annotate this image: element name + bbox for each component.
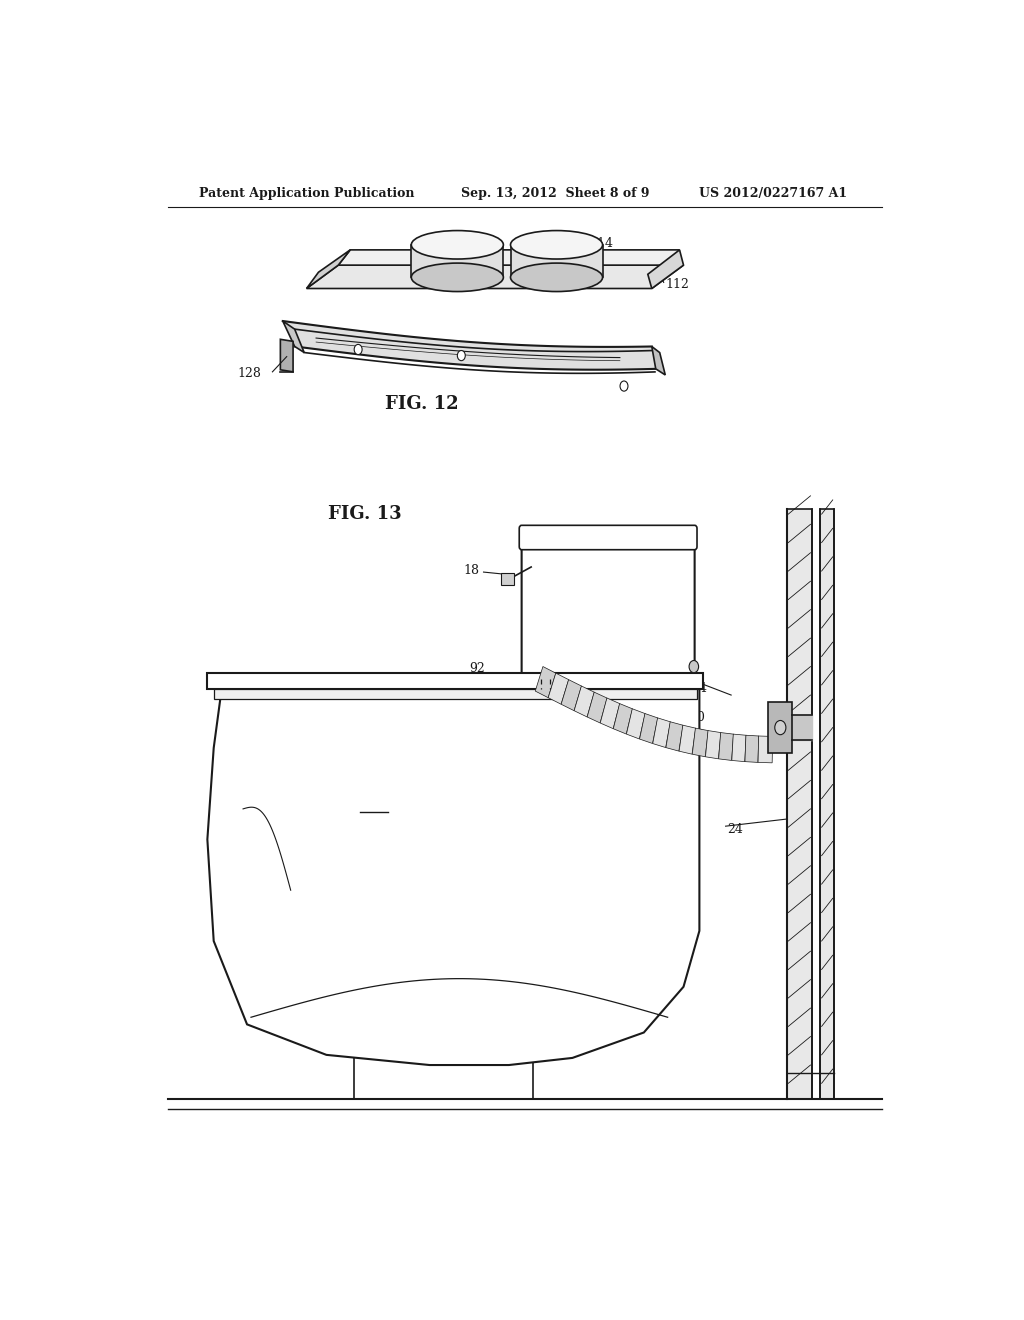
Text: US 2012/0227167 A1: US 2012/0227167 A1 [699,187,848,201]
Bar [786,510,812,1098]
Polygon shape [648,249,684,289]
Text: 152: 152 [682,729,706,742]
Polygon shape [281,339,293,372]
Polygon shape [758,737,773,763]
Polygon shape [306,249,350,289]
Ellipse shape [412,231,504,259]
Polygon shape [745,735,759,763]
Text: 150: 150 [682,711,706,723]
Circle shape [354,345,362,355]
Polygon shape [548,673,568,705]
Text: 144: 144 [684,682,708,696]
Text: 18: 18 [464,564,479,577]
Polygon shape [627,709,645,739]
Polygon shape [536,667,556,698]
Bar [207,673,703,689]
Text: 99: 99 [627,672,642,685]
Circle shape [689,660,698,673]
Text: 12: 12 [274,841,291,854]
Bar [820,510,835,1098]
Polygon shape [640,714,657,743]
Polygon shape [283,321,304,352]
Polygon shape [719,733,733,760]
Bar [214,689,697,700]
Text: 22: 22 [658,879,674,891]
Polygon shape [692,729,709,756]
Circle shape [775,721,785,735]
Ellipse shape [511,263,602,292]
Polygon shape [338,249,680,265]
Polygon shape [412,244,504,277]
Polygon shape [679,725,695,754]
Polygon shape [283,321,655,370]
Text: 14: 14 [362,792,382,805]
Text: 90: 90 [547,660,563,673]
Text: 92: 92 [469,663,485,675]
Text: 128: 128 [238,367,261,380]
Text: Patent Application Publication: Patent Application Publication [200,187,415,201]
Polygon shape [652,718,671,747]
Text: Sep. 13, 2012  Sheet 8 of 9: Sep. 13, 2012 Sheet 8 of 9 [461,187,650,201]
Polygon shape [587,692,607,723]
Bar [354,1043,532,1098]
Polygon shape [613,704,633,734]
Polygon shape [600,698,620,729]
Polygon shape [706,730,721,759]
Bar [768,702,793,752]
Bar [501,573,514,585]
Text: 16: 16 [556,591,572,605]
Polygon shape [370,997,517,1043]
Text: 114: 114 [590,238,613,251]
Polygon shape [574,686,594,717]
Text: 20: 20 [481,929,497,942]
FancyBboxPatch shape [519,525,697,549]
Polygon shape [207,689,699,1065]
Ellipse shape [511,231,602,259]
Circle shape [458,351,465,360]
Polygon shape [561,680,582,710]
FancyBboxPatch shape [521,543,694,693]
Polygon shape [732,734,746,762]
Polygon shape [652,346,666,375]
Polygon shape [306,265,684,289]
Text: 24: 24 [727,822,743,836]
Polygon shape [666,722,683,751]
Polygon shape [511,244,602,277]
Circle shape [621,381,628,391]
Ellipse shape [412,263,504,292]
Text: 112: 112 [666,279,689,290]
Text: FIG. 13: FIG. 13 [328,506,401,523]
Text: FIG. 12: FIG. 12 [385,396,459,413]
Text: 25: 25 [672,664,687,677]
